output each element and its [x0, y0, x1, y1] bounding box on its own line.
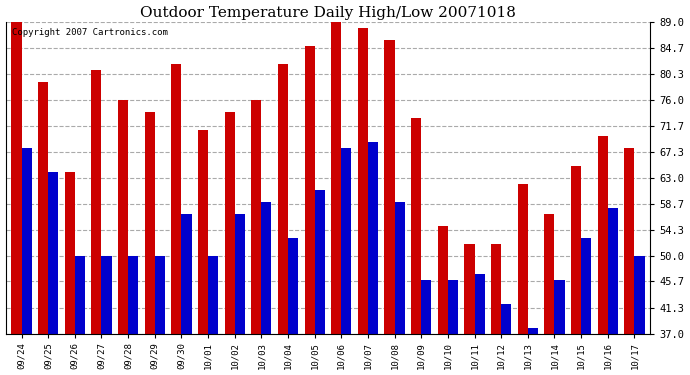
Bar	[358, 28, 368, 333]
Bar	[198, 130, 208, 333]
Bar	[225, 112, 235, 333]
Bar	[118, 100, 128, 333]
Bar	[544, 214, 555, 333]
Bar	[304, 46, 315, 333]
Bar	[624, 148, 634, 333]
Bar	[464, 244, 475, 333]
Bar	[422, 280, 431, 333]
Bar	[181, 214, 192, 333]
Bar	[208, 256, 218, 333]
Bar	[155, 256, 165, 333]
Bar	[528, 327, 538, 333]
Bar	[75, 256, 85, 333]
Bar	[368, 142, 378, 333]
Bar	[65, 172, 75, 333]
Bar	[38, 82, 48, 333]
Bar	[598, 136, 608, 333]
Bar	[12, 22, 21, 333]
Bar	[128, 256, 138, 333]
Bar	[491, 244, 501, 333]
Bar	[171, 64, 181, 333]
Bar	[145, 112, 155, 333]
Bar	[278, 64, 288, 333]
Bar	[475, 274, 484, 333]
Bar	[634, 256, 644, 333]
Bar	[21, 148, 32, 333]
Bar	[262, 202, 271, 333]
Bar	[331, 22, 342, 333]
Bar	[101, 256, 112, 333]
Bar	[91, 70, 101, 333]
Bar	[235, 214, 245, 333]
Title: Outdoor Temperature Daily High/Low 20071018: Outdoor Temperature Daily High/Low 20071…	[140, 6, 516, 20]
Bar	[437, 226, 448, 333]
Bar	[608, 208, 618, 333]
Bar	[395, 202, 405, 333]
Bar	[251, 100, 262, 333]
Bar	[555, 280, 564, 333]
Bar	[384, 40, 395, 333]
Bar	[448, 280, 458, 333]
Bar	[288, 238, 298, 333]
Bar	[48, 172, 59, 333]
Bar	[581, 238, 591, 333]
Bar	[571, 166, 581, 333]
Bar	[315, 190, 325, 333]
Text: Copyright 2007 Cartronics.com: Copyright 2007 Cartronics.com	[12, 28, 168, 38]
Bar	[342, 148, 351, 333]
Bar	[518, 184, 528, 333]
Bar	[501, 304, 511, 333]
Bar	[411, 118, 422, 333]
